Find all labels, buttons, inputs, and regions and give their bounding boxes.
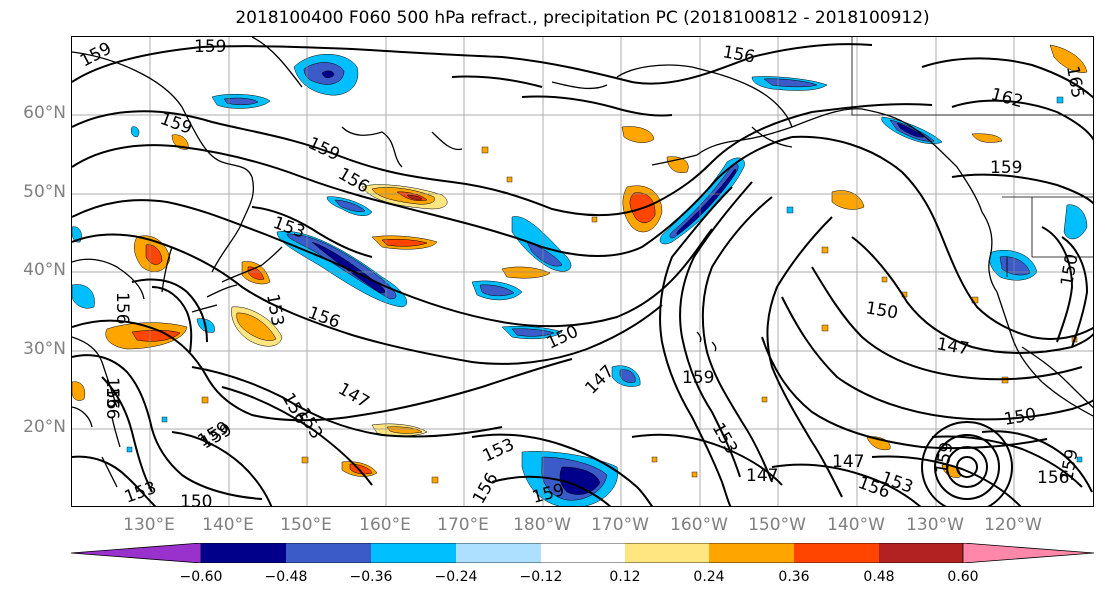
map-panel[interactable]: 159 159 159 159 156 153 156 156 150 147 …: [71, 36, 1094, 507]
colorbar-segment: [879, 543, 963, 563]
colorbar-tick: −0.12: [519, 569, 563, 585]
colorbar-segment: [962, 543, 1094, 563]
lon-label: 160°E: [359, 515, 411, 535]
colorbar-tick: 0.48: [863, 569, 895, 585]
contour-label: 147: [746, 466, 778, 486]
lon-label: 130°W: [906, 515, 964, 535]
contour-label: 162: [989, 85, 1026, 113]
lat-label: 50°N: [23, 182, 66, 202]
contour-label: 150: [864, 298, 899, 323]
lon-label: 180°W: [513, 515, 571, 535]
contour-label: 165: [1062, 64, 1087, 99]
contour-label: 150: [1057, 252, 1082, 287]
contour-label: 159: [194, 37, 226, 57]
contour-label: 159: [990, 158, 1022, 178]
colorbar: [71, 543, 1094, 563]
colorbar-tick: −0.60: [179, 569, 223, 585]
colorbar-segment: [286, 543, 371, 563]
colorbar-tick: 0.24: [693, 569, 725, 585]
lon-label: 120°W: [984, 515, 1042, 535]
colorbar-segment: [709, 543, 794, 563]
colorbar-segment: [201, 543, 286, 563]
contour-label: 156: [1037, 468, 1069, 488]
colorbar-tick: 0.60: [947, 569, 979, 585]
lat-label: 20°N: [23, 417, 66, 437]
contour-label: 156: [102, 387, 122, 419]
map-title: 2018100400 F060 500 hPa refract., precip…: [235, 8, 930, 28]
colorbar-tick: 0.36: [778, 569, 810, 585]
contour-label: 150: [1002, 405, 1037, 430]
lon-label: 160°W: [670, 515, 728, 535]
contour-lines: [72, 43, 1093, 506]
contour-label: 156: [721, 42, 756, 67]
contour-label: 153: [708, 420, 742, 458]
colorbar-tick: 0.12: [609, 569, 641, 585]
colorbar-tick: −0.48: [264, 569, 308, 585]
borders: [851, 37, 1093, 277]
colorbar-segment: [371, 543, 456, 563]
contour-label: 159: [305, 133, 343, 165]
lon-label: 140°E: [202, 515, 254, 535]
lon-label: 170°W: [591, 515, 649, 535]
precip-speckles: [126, 96, 1083, 484]
lon-label: 170°E: [437, 515, 489, 535]
colorbar-segment: [71, 543, 202, 563]
lon-label: 140°W: [827, 515, 885, 535]
contour-label: 156: [305, 303, 342, 333]
contour-label: 147: [335, 379, 373, 413]
colorbar-segment: [794, 543, 879, 563]
lat-label: 60°N: [23, 103, 66, 123]
lon-label: 150°W: [748, 515, 806, 535]
contour-label: 156: [112, 292, 132, 324]
gridlines: [72, 37, 1093, 506]
colorbar-tick: −0.24: [434, 569, 478, 585]
contour-label: 150: [180, 492, 212, 507]
colorbar-segment: [456, 543, 541, 563]
contour-label: 159: [157, 109, 194, 139]
contour-label: 153: [480, 435, 518, 467]
contour-label: 159: [682, 368, 714, 388]
colorbar-tick: −0.36: [349, 569, 393, 585]
coastlines: [72, 37, 1093, 488]
contour-label: 147: [935, 334, 970, 359]
colorbar-segment: [541, 543, 625, 563]
contour-label: 156: [469, 469, 503, 507]
map-canvas: 159 159 159 159 156 153 156 156 150 147 …: [72, 37, 1093, 507]
contour-label: 147: [832, 452, 864, 472]
lon-label: 150°E: [280, 515, 332, 535]
contour-label: 156: [102, 377, 122, 409]
colorbar-segment: [625, 543, 709, 563]
contour-label: 153: [122, 478, 159, 507]
lat-label: 30°N: [23, 339, 66, 359]
contour-label: 159: [77, 39, 115, 72]
lat-label: 40°N: [23, 260, 66, 280]
lon-label: 130°E: [123, 515, 175, 535]
